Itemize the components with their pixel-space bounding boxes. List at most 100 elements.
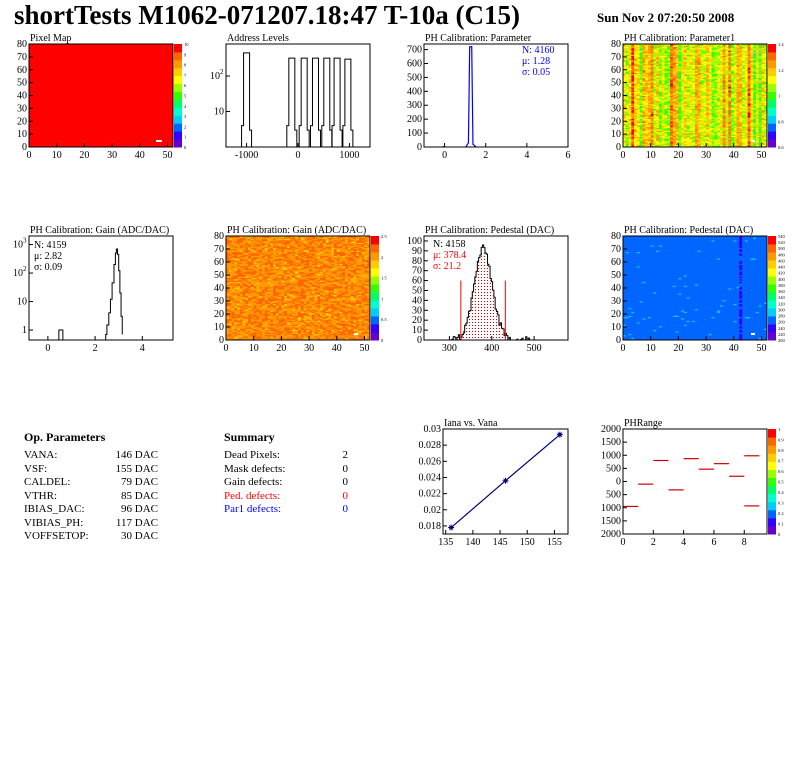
heatmap-cell	[700, 80, 704, 82]
heatmap-cell	[650, 50, 654, 53]
heatmap-cell	[661, 87, 665, 90]
heatmap-cell	[706, 53, 710, 55]
heatmap-cell	[700, 96, 704, 99]
heatmap-cell	[739, 46, 743, 49]
heatmap-cell	[719, 135, 724, 138]
heatmap-cell	[295, 333, 299, 336]
heatmap-cell	[675, 134, 679, 136]
heatmap-cell	[711, 45, 715, 47]
heatmap-cell	[750, 98, 754, 100]
heatmap-cell	[367, 329, 371, 332]
heatmap-cell	[639, 62, 643, 64]
heatmap-cell	[264, 328, 268, 330]
heatmap-cell	[722, 96, 726, 99]
heatmap-cell	[639, 47, 643, 50]
heatmap-cell	[736, 69, 740, 72]
heatmap-cell	[695, 62, 699, 64]
heatmap-cell	[256, 324, 260, 327]
heatmap-cell	[683, 78, 688, 81]
heatmap-cell	[642, 95, 646, 98]
heatmap-cell	[286, 336, 291, 338]
heatmap-cell	[764, 55, 768, 58]
heatmap-cell	[731, 128, 735, 131]
heatmap-cell	[753, 104, 757, 107]
heatmap-cell	[706, 44, 710, 46]
heatmap-cell	[719, 73, 724, 76]
heatmap-cell	[292, 334, 296, 337]
heatmap-cell	[750, 107, 754, 109]
dead-pixel-mark	[156, 140, 162, 142]
heatmap-cell	[634, 77, 638, 80]
heatmap-cell	[234, 332, 238, 334]
heatmap-cell	[334, 336, 338, 338]
heatmap-cell	[700, 116, 704, 118]
heatmap-cell	[670, 63, 674, 65]
heatmap-cell	[700, 137, 704, 140]
heatmap-cell	[739, 54, 743, 56]
heatmap-cell	[325, 337, 329, 340]
heatmap-cell	[234, 329, 238, 332]
y-tick-label: 40	[17, 91, 27, 102]
heatmap-cell	[742, 89, 746, 91]
heatmap-cell	[656, 128, 660, 131]
heatmap-cell	[747, 55, 751, 58]
heatmap-cell	[667, 140, 671, 143]
heatmap-cell	[234, 327, 238, 329]
heatmap-cell	[675, 89, 679, 91]
heatmap-cell	[686, 74, 690, 77]
heatmap-cell	[753, 114, 757, 117]
heatmap-cell	[750, 67, 754, 69]
heatmap-cell	[695, 116, 699, 118]
heatmap-cell	[706, 82, 710, 85]
heatmap-cell	[717, 74, 721, 77]
heatmap-cell	[683, 104, 688, 107]
heatmap-cell	[667, 68, 671, 71]
heatmap-cell	[689, 121, 693, 123]
heatmap-cell	[703, 99, 707, 102]
color-scale-band	[174, 83, 182, 93]
heatmap-cell	[664, 121, 668, 123]
heatmap-cell	[681, 45, 685, 47]
heatmap-cell	[656, 47, 660, 50]
heatmap-cell	[672, 121, 677, 123]
heatmap-cell	[711, 51, 715, 54]
heatmap-cell	[703, 134, 707, 136]
heatmap-cell	[761, 110, 765, 113]
heatmap-cell	[656, 63, 660, 65]
heatmap-cell	[736, 89, 740, 91]
heatmap-cell	[642, 119, 646, 122]
heatmap-cell	[711, 119, 715, 122]
heatmap-cell	[667, 103, 671, 105]
heatmap-cell	[731, 119, 735, 122]
heatmap-cell	[634, 73, 638, 76]
heatmap-cell	[758, 69, 762, 72]
heatmap-cell	[631, 136, 635, 139]
heatmap-cell	[733, 108, 737, 111]
heatmap-cell	[706, 134, 710, 136]
heatmap-cell	[753, 113, 757, 116]
heatmap-cell	[711, 101, 715, 104]
heatmap-cell	[719, 49, 724, 51]
heatmap-cell	[725, 135, 729, 138]
heatmap-cell	[744, 101, 749, 104]
heatmap-cell	[623, 63, 627, 65]
heatmap-cell	[750, 90, 754, 93]
heatmap-cell	[325, 330, 329, 333]
heatmap-cell	[639, 59, 643, 62]
heatmap-cell	[634, 137, 638, 140]
heatmap-cell	[300, 332, 304, 334]
heatmap-cell	[667, 77, 671, 80]
heatmap-cell	[731, 132, 735, 135]
heatmap-cell	[700, 128, 704, 131]
heatmap-cell	[719, 123, 724, 126]
heatmap-cell	[728, 86, 732, 89]
heatmap-cell	[659, 130, 663, 132]
heatmap-cell	[628, 77, 632, 80]
heatmap-cell	[750, 53, 754, 55]
heatmap-cell	[711, 74, 715, 77]
heatmap-cell	[289, 329, 293, 332]
heatmap-cell	[722, 104, 726, 107]
heatmap-cell	[625, 82, 629, 85]
heatmap-cell	[725, 101, 729, 104]
heatmap-cell	[262, 333, 266, 336]
